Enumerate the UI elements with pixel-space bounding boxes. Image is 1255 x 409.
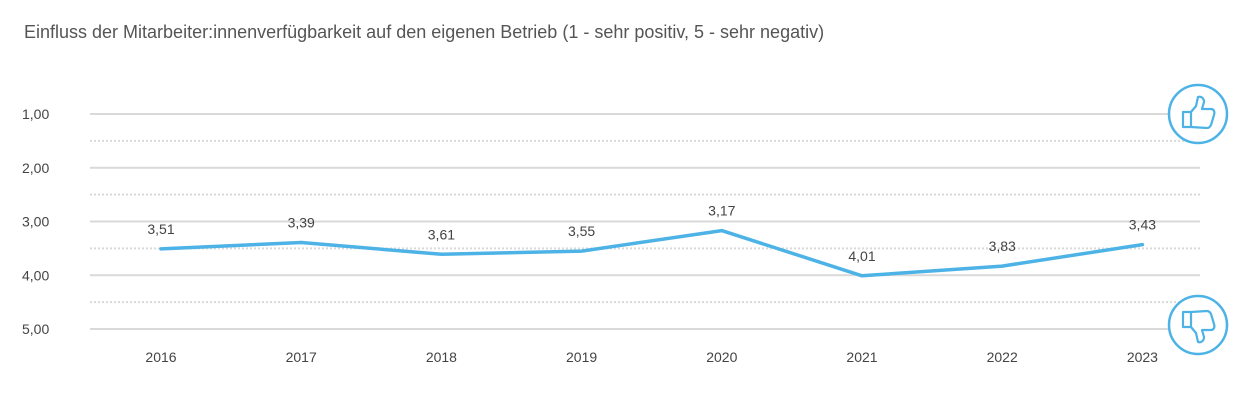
x-tick-label: 2018 [426,349,457,365]
y-tick-label: 1,00 [22,106,49,122]
thumbs-down-icon [1167,294,1229,356]
series-line [159,228,1145,278]
data-label: 3,39 [288,214,315,230]
data-label: 3,55 [568,223,595,239]
data-label: 3,83 [989,238,1016,254]
x-tick-label: 2019 [566,349,597,365]
data-label: 4,01 [848,248,875,264]
x-tick-label: 2021 [846,349,877,365]
data-label: 3,51 [147,221,174,237]
data-label: 3,43 [1129,217,1156,233]
y-axis-ticks: 1,00 2,00 3,00 4,00 5,00 [22,106,49,337]
x-tick-label: 2020 [706,349,737,365]
x-tick-label: 2023 [1127,349,1158,365]
x-tick-label: 2017 [286,349,317,365]
y-tick-label: 2,00 [22,160,49,176]
thumbs-up-icon [1167,83,1229,145]
data-labels: 3,51 3,39 3,61 3,55 3,17 4,01 3,83 3,43 [147,203,1156,264]
grid-lines [90,113,1200,330]
chart-title: Einfluss der Mitarbeiter:innenverfügbark… [24,22,825,42]
data-label: 3,61 [428,226,455,242]
x-axis-ticks: 2016 2017 2018 2019 2020 2021 2022 2023 [145,349,1158,365]
data-label: 3,17 [708,203,735,219]
y-tick-label: 3,00 [22,214,49,230]
x-tick-label: 2022 [987,349,1018,365]
y-tick-label: 4,00 [22,267,49,283]
x-tick-label: 2016 [145,349,176,365]
y-tick-label: 5,00 [22,321,49,337]
series-line-group [159,228,1145,278]
